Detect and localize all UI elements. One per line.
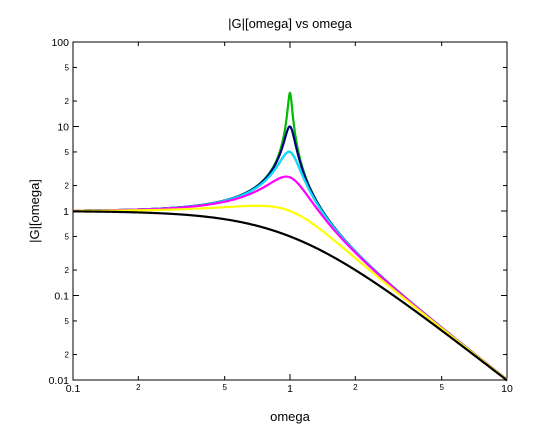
y-minor-tick-label: 5 <box>65 232 70 241</box>
y-tick-label: 0.01 <box>49 375 70 387</box>
y-minor-tick-label: 5 <box>65 63 70 72</box>
x-axis-label: omega <box>270 409 311 424</box>
series-line-6 <box>72 204 508 381</box>
series-line-7 <box>72 210 508 382</box>
y-minor-tick-label: 2 <box>65 266 70 275</box>
series-line-3 <box>72 125 508 381</box>
y-tick-label: 1 <box>63 206 69 218</box>
y-minor-tick-label: 2 <box>65 97 70 106</box>
chart-title: |G|[omega] vs omega <box>228 16 353 31</box>
y-minor-tick-label: 5 <box>65 317 70 326</box>
x-minor-tick-label: 2 <box>353 383 358 392</box>
y-tick-label: 0.1 <box>54 291 69 303</box>
series-line-5 <box>72 175 508 381</box>
x-minor-tick-label: 5 <box>222 383 227 392</box>
series-lines <box>72 91 508 382</box>
y-tick-label: 100 <box>51 37 69 49</box>
x-minor-tick-label: 2 <box>136 383 141 392</box>
series-line-1 <box>72 150 508 381</box>
x-tick-label: 1 <box>287 383 293 395</box>
y-minor-tick-label: 2 <box>65 182 70 191</box>
y-tick-label: 10 <box>57 122 69 134</box>
y-axis-label: |G|[omega] <box>27 179 42 243</box>
x-tick-label: 10 <box>501 383 513 395</box>
y-minor-tick-label: 5 <box>65 148 70 157</box>
y-minor-tick-label: 2 <box>65 351 70 360</box>
x-tick-label: 0.1 <box>66 383 81 395</box>
x-minor-tick-label: 5 <box>439 383 444 392</box>
series-line-4 <box>72 150 508 381</box>
